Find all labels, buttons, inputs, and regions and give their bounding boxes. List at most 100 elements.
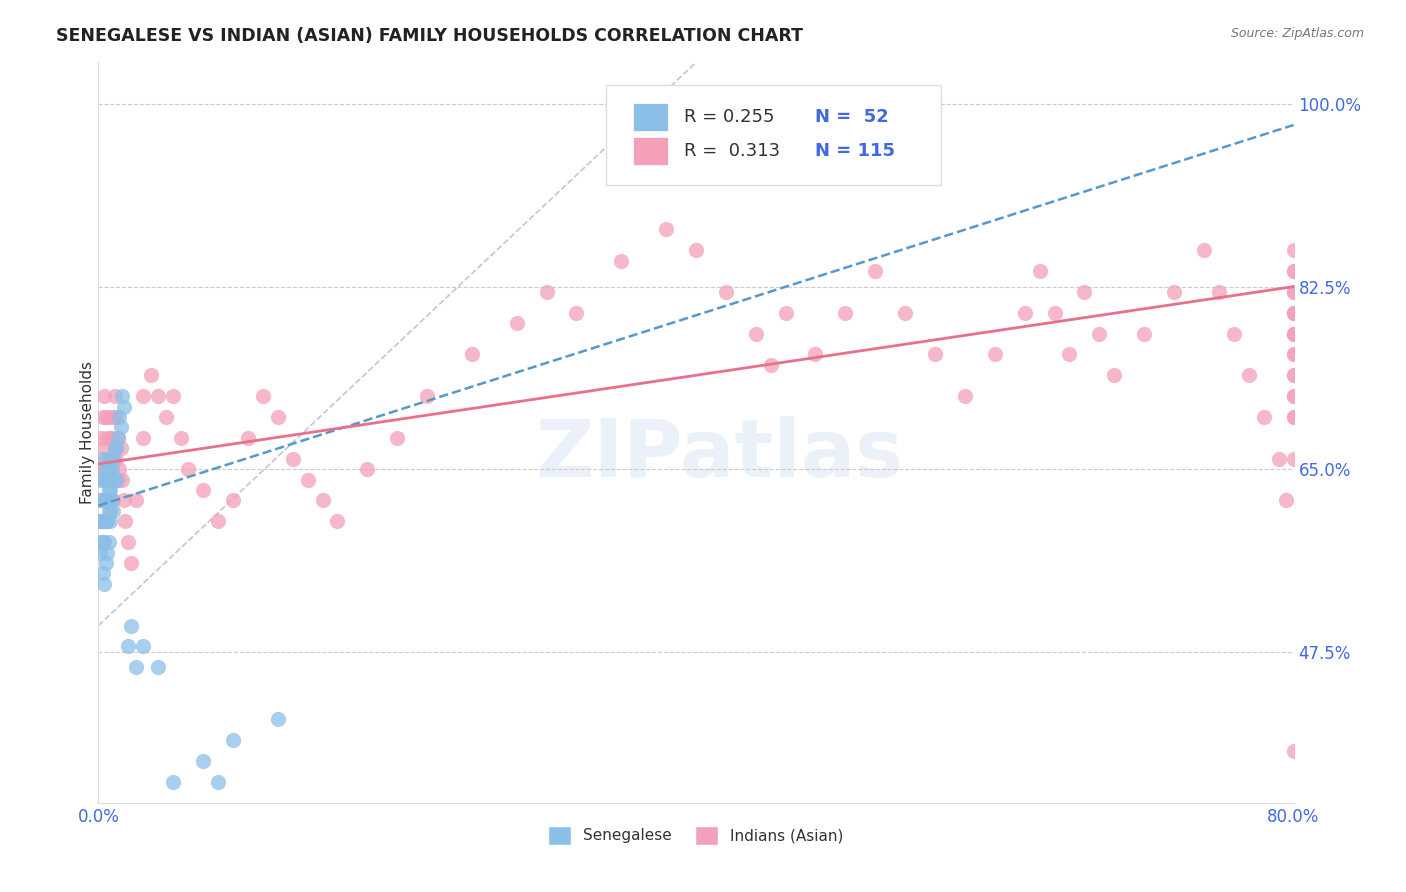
Point xyxy=(326,514,349,528)
Point xyxy=(103,451,125,466)
Point xyxy=(1282,264,1305,278)
Point xyxy=(93,442,115,456)
Point xyxy=(1282,744,1305,758)
Point xyxy=(1282,306,1305,320)
Point xyxy=(1282,451,1305,466)
Point xyxy=(101,431,124,445)
Point xyxy=(104,442,127,456)
Point xyxy=(108,462,131,476)
Point xyxy=(148,660,170,674)
Point xyxy=(655,222,678,236)
Point xyxy=(111,473,134,487)
Point xyxy=(311,493,333,508)
Point xyxy=(120,618,142,632)
Point xyxy=(132,431,155,445)
Point xyxy=(1163,285,1185,299)
Point xyxy=(90,535,112,549)
Bar xyxy=(633,137,668,165)
Text: N =  52: N = 52 xyxy=(815,108,889,127)
Point xyxy=(714,285,737,299)
Point xyxy=(103,451,125,466)
Point xyxy=(207,514,229,528)
Point xyxy=(1208,285,1230,299)
Point xyxy=(91,514,114,528)
Point xyxy=(1253,409,1275,424)
Point xyxy=(207,775,229,789)
Point xyxy=(281,451,304,466)
Point xyxy=(685,243,707,257)
Point xyxy=(91,535,114,549)
Point xyxy=(96,473,118,487)
Point xyxy=(120,556,142,570)
Point xyxy=(91,451,114,466)
Point xyxy=(894,306,917,320)
Point xyxy=(117,640,139,654)
FancyBboxPatch shape xyxy=(606,85,941,185)
Point xyxy=(984,347,1007,361)
Point xyxy=(775,306,797,320)
Point xyxy=(162,775,184,789)
Point xyxy=(110,420,132,434)
Point xyxy=(356,462,378,476)
Point xyxy=(97,451,120,466)
Point xyxy=(107,431,129,445)
Point xyxy=(125,493,148,508)
Point xyxy=(1237,368,1260,383)
Point xyxy=(96,493,118,508)
Y-axis label: Family Households: Family Households xyxy=(80,361,94,504)
Point xyxy=(93,493,115,508)
Point xyxy=(1088,326,1111,341)
Point xyxy=(1282,285,1305,299)
Point xyxy=(1073,285,1095,299)
Point xyxy=(93,535,115,549)
Point xyxy=(103,473,125,487)
Point xyxy=(111,389,134,403)
Text: N = 115: N = 115 xyxy=(815,143,896,161)
Point xyxy=(1282,306,1305,320)
Point xyxy=(89,514,111,528)
Point xyxy=(1028,264,1050,278)
Point xyxy=(953,389,976,403)
Point xyxy=(1014,306,1036,320)
Point xyxy=(96,514,118,528)
Point xyxy=(98,431,122,445)
Point xyxy=(105,451,128,466)
Point xyxy=(834,306,856,320)
Point xyxy=(745,326,768,341)
Point xyxy=(103,493,125,508)
Point xyxy=(1282,409,1305,424)
Point xyxy=(506,316,529,330)
Point xyxy=(104,473,127,487)
Point xyxy=(90,493,112,508)
Point xyxy=(96,514,118,528)
Point xyxy=(1267,451,1289,466)
Text: SENEGALESE VS INDIAN (ASIAN) FAMILY HOUSEHOLDS CORRELATION CHART: SENEGALESE VS INDIAN (ASIAN) FAMILY HOUS… xyxy=(56,27,803,45)
Point xyxy=(96,431,118,445)
Point xyxy=(252,389,274,403)
Point xyxy=(1282,368,1305,383)
Point xyxy=(132,640,155,654)
Point xyxy=(1282,347,1305,361)
Point xyxy=(103,504,125,518)
Point xyxy=(236,431,259,445)
Point xyxy=(98,504,122,518)
Point xyxy=(1104,368,1126,383)
Point xyxy=(93,577,115,591)
Point xyxy=(1282,326,1305,341)
Text: R = 0.255: R = 0.255 xyxy=(685,108,775,127)
Point xyxy=(97,493,120,508)
Point xyxy=(94,462,117,476)
Point xyxy=(222,493,245,508)
Point xyxy=(96,473,118,487)
Point xyxy=(94,451,117,466)
Point xyxy=(105,442,128,456)
Point xyxy=(117,535,139,549)
Point xyxy=(97,535,120,549)
Point xyxy=(267,712,290,726)
Point xyxy=(177,462,200,476)
Text: R =  0.313: R = 0.313 xyxy=(685,143,780,161)
Point xyxy=(94,514,117,528)
Point xyxy=(148,389,170,403)
Point xyxy=(105,409,128,424)
Point xyxy=(1192,243,1215,257)
